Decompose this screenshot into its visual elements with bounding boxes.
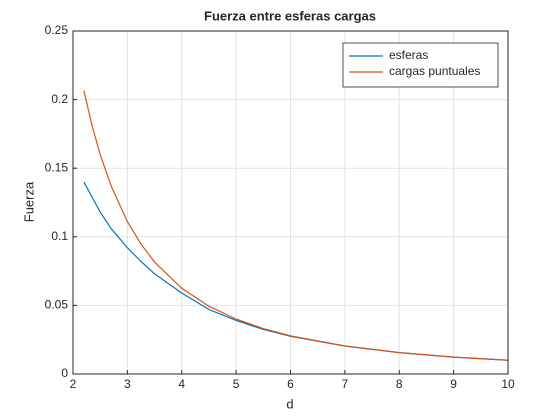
x-tick-label: 5 <box>233 377 240 391</box>
x-tick-label: 4 <box>178 377 185 391</box>
lines <box>83 90 509 361</box>
chart-title: Fuerza entre esferas cargas <box>204 8 376 23</box>
legend-box <box>342 42 499 88</box>
y-tick-label: 0.25 <box>45 23 69 37</box>
legend-label: esferas <box>389 48 428 62</box>
x-tick-label: 10 <box>501 377 515 391</box>
ticks: 2 3 4 5 6 7 8 9 10 0 0.05 0.1 0.15 0.2 0.25 <box>45 23 515 391</box>
series-line <box>83 90 509 361</box>
x-axis-label: d <box>286 396 293 411</box>
x-tick-label: 7 <box>342 377 349 391</box>
y-tick-label: 0.15 <box>45 160 69 174</box>
x-tick-label: 9 <box>450 377 457 391</box>
legend-label: cargas puntuales <box>389 64 480 78</box>
y-tick-label: 0 <box>61 366 68 380</box>
y-tick-label: 0.05 <box>45 298 69 312</box>
x-tick-label: 3 <box>124 377 131 391</box>
x-tick-label: 6 <box>287 377 294 391</box>
x-tick-label: 2 <box>70 377 77 391</box>
y-tick-label: 0.2 <box>51 92 68 106</box>
y-tick-label: 0.1 <box>51 229 68 243</box>
legend: esferas cargas puntuales <box>342 42 499 88</box>
y-axis-label: Fuerza <box>21 181 36 222</box>
x-tick-label: 8 <box>396 377 403 391</box>
